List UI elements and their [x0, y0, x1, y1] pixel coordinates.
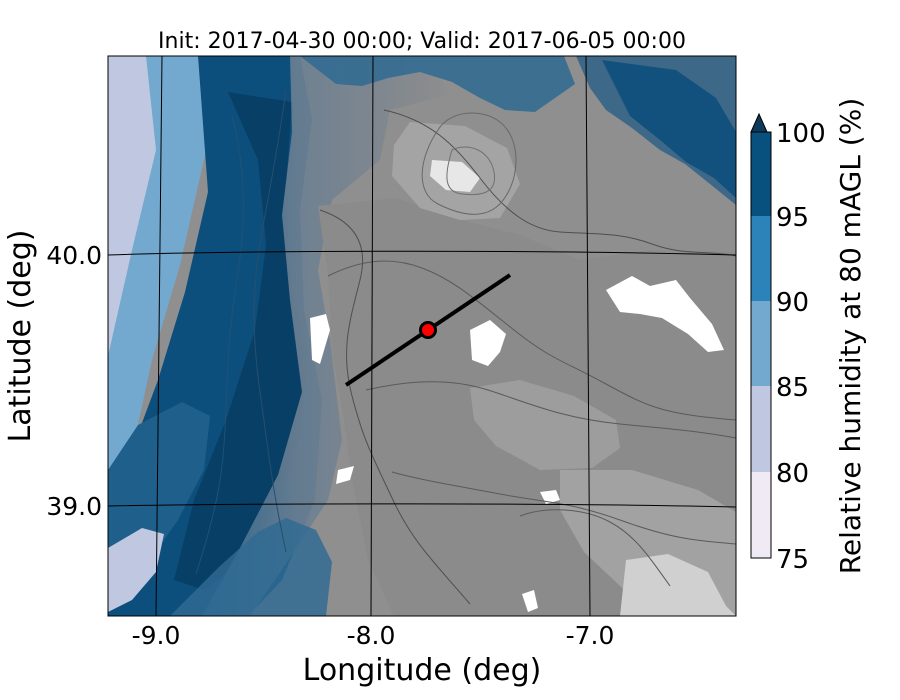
contour-line-9 — [195, 115, 244, 575]
coastal-humid-deep — [174, 92, 308, 590]
white-patch-4 — [522, 590, 538, 612]
east-patch-3 — [620, 554, 736, 616]
contour-line-6 — [421, 112, 517, 215]
contour-line-2 — [383, 109, 736, 257]
east-patch-1 — [470, 380, 620, 470]
coastal-light-band — [108, 56, 220, 530]
map-title: Init: 2017-04-30 00:00; Valid: 2017-06-0… — [158, 29, 686, 54]
x-tick-label-2: -8.0 — [347, 621, 396, 650]
contour-line-1 — [319, 209, 471, 605]
contour-line-8 — [519, 509, 671, 587]
grid-parallel-south — [108, 503, 736, 508]
grid-meridian-west — [155, 56, 163, 616]
colorbar-band-75-80 — [751, 472, 771, 558]
colorbar-frame — [750, 131, 772, 559]
white-patch-2 — [470, 320, 506, 366]
contour-line-10 — [253, 89, 287, 553]
contour-line-7 — [446, 146, 496, 196]
colorbar-tick-85: 85 — [776, 373, 809, 403]
x-axis-label: Longitude (deg) — [303, 653, 542, 688]
north-humid-patch — [300, 56, 575, 112]
map-panel — [108, 56, 736, 616]
colorbar-tick-75: 75 — [776, 545, 809, 575]
white-patch-3 — [310, 314, 330, 364]
y-tick-label-2: 39.0 — [46, 492, 102, 521]
colorbar: 100 95 90 85 80 75 Relative humidity at … — [750, 98, 867, 575]
x-tick-label-3: -7.0 — [566, 621, 615, 650]
y-tick-label-1: 40.0 — [46, 241, 102, 270]
south-light-tongue — [108, 528, 164, 612]
contour-line-4 — [365, 381, 736, 439]
colorbar-band-90-95 — [751, 216, 771, 301]
grid-meridian-central — [370, 56, 374, 616]
contour-line-5 — [391, 471, 736, 545]
ridge-peak — [430, 160, 480, 192]
white-patch-1 — [606, 276, 724, 352]
y-axis-label: Latitude (deg) — [3, 230, 38, 443]
colorbar-tick-95: 95 — [776, 203, 809, 233]
map-frame — [107, 55, 737, 617]
colorbar-tick-100: 100 — [776, 119, 826, 149]
colorbar-band-95-100 — [751, 132, 771, 216]
grid-meridian-east — [585, 56, 591, 616]
colorbar-extend-triangle — [750, 112, 768, 133]
colorbar-label: Relative humidity at 80 mAGL (%) — [834, 98, 867, 575]
colorbar-band-85-90 — [751, 301, 771, 386]
colorbar-tick-80: 80 — [776, 459, 809, 489]
site-marker-outer — [419, 321, 437, 339]
south-humid-tongue — [170, 518, 332, 616]
northeast-deep-patch — [602, 60, 736, 198]
colorbar-band-80-85 — [751, 386, 771, 472]
grid-parallel-north — [108, 250, 736, 256]
contour-line-3 — [327, 260, 736, 421]
white-patch-6 — [336, 466, 354, 484]
x-tick-label-1: -9.0 — [132, 621, 181, 650]
colorbar-tick-90: 90 — [776, 288, 809, 318]
white-patch-5 — [540, 490, 560, 504]
